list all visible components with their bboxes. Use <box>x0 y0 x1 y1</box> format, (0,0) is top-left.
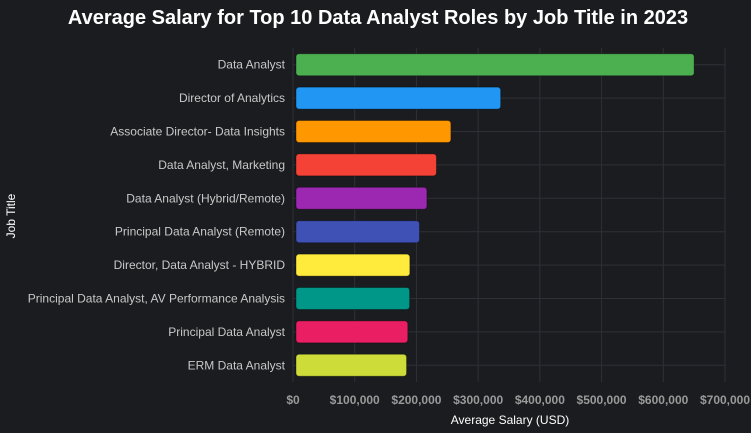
bar <box>295 320 409 344</box>
y-tick-label: ERM Data Analyst <box>188 358 286 372</box>
y-tick-label: Director of Analytics <box>179 91 285 105</box>
y-tick-label: Principal Data Analyst <box>168 325 285 339</box>
bars <box>295 53 695 377</box>
y-tick-label: Associate Director- Data Insights <box>110 125 285 139</box>
chart-title: Average Salary for Top 10 Data Analyst R… <box>68 7 688 29</box>
x-tick-label: $100,000 <box>330 393 380 407</box>
x-axis-tick-labels: $0 $100,000 $200,000 $300,000 $400,000 $500,0… <box>286 393 750 407</box>
x-tick-label: $400,000 <box>515 393 565 407</box>
y-tick-label: Data Analyst (Hybrid/Remote) <box>126 191 285 205</box>
x-tick-label: $700,000 <box>700 393 750 407</box>
bar <box>295 120 452 143</box>
y-tick-label: Data Analyst <box>218 58 286 72</box>
bar <box>295 220 421 244</box>
x-tick-label: $600,000 <box>638 393 688 407</box>
bar <box>295 53 695 77</box>
x-tick-label: $300,000 <box>453 393 503 407</box>
bar <box>295 86 502 110</box>
bar <box>295 353 408 377</box>
y-tick-label: Director, Data Analyst - HYBRID <box>114 258 286 272</box>
x-tick-label: $500,000 <box>577 393 627 407</box>
y-tick-label: Principal Data Analyst, AV Performance A… <box>28 292 285 306</box>
x-axis-label: Average Salary (USD) <box>451 413 570 427</box>
x-tick-label: $0 <box>286 393 300 407</box>
x-tick-label: $200,000 <box>391 393 441 407</box>
bar <box>295 253 411 277</box>
y-tick-label: Principal Data Analyst (Remote) <box>115 225 285 239</box>
y-axis-label: Job Title <box>4 193 18 238</box>
bar <box>295 186 428 210</box>
y-tick-label: Data Analyst, Marketing <box>158 158 285 172</box>
bar <box>295 287 411 310</box>
bar <box>295 153 437 177</box>
y-axis-tick-labels: Data Analyst Director of Analytics Associa… <box>28 58 286 373</box>
